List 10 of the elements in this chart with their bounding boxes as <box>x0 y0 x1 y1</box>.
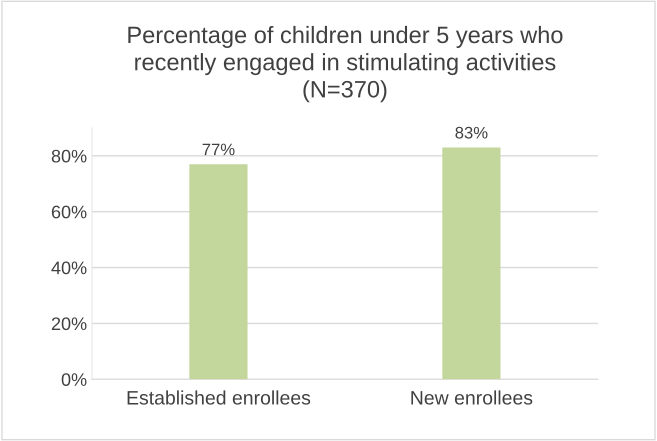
y-tick-label: 60% <box>52 206 86 218</box>
y-tick-label: 80% <box>52 150 86 163</box>
y-tick-label: 40% <box>51 261 86 274</box>
x-tick-label: Established enrollees <box>128 390 310 405</box>
y-tick-label: 20% <box>52 317 86 330</box>
y-tick-label: 0% <box>62 373 86 386</box>
chart-title: Percentage of children under 5 years who recently engaged in stimulating activities (N=370) <box>128 26 562 102</box>
x-tick-label: New enrollees <box>411 390 532 405</box>
data-label: 83% <box>455 126 488 139</box>
data-label: 77% <box>202 144 235 156</box>
